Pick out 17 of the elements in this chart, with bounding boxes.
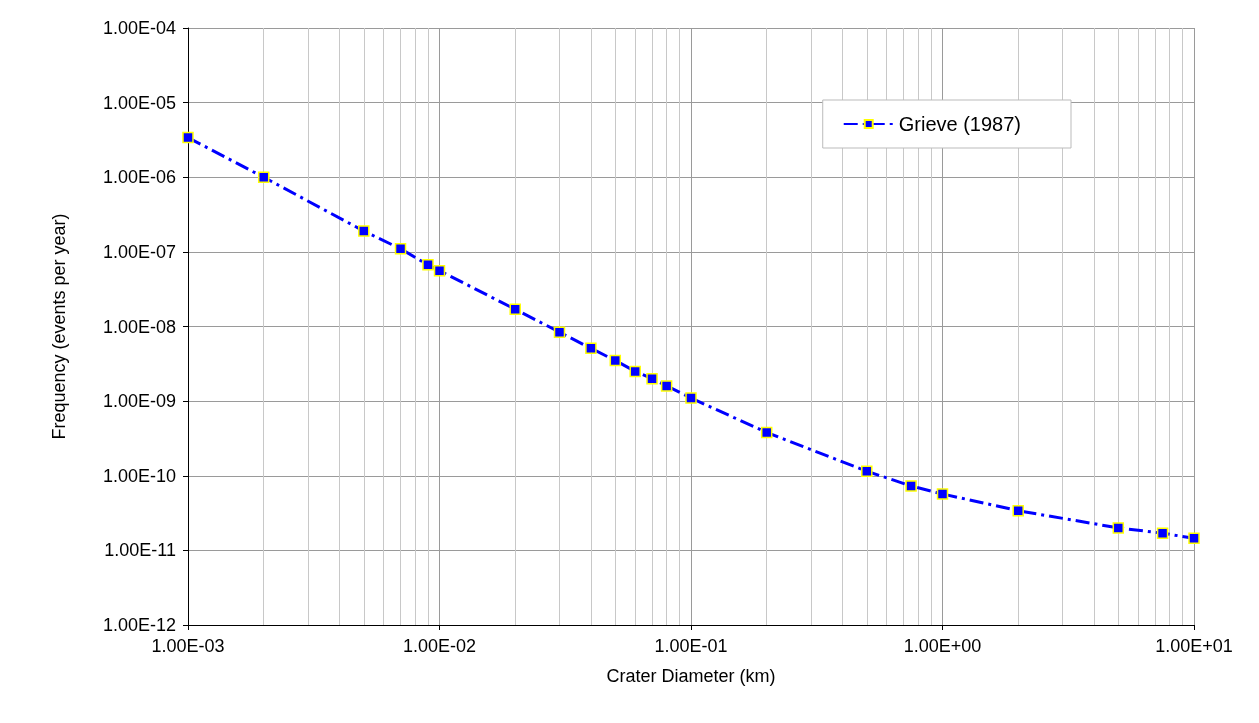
y-tick-label: 1.00E-12 (102, 615, 176, 635)
x-axis-title: Crater Diameter (km) (606, 666, 776, 686)
y-tick-label: 1.00E-10 (102, 465, 176, 486)
y-tick-label: 1.00E-09 (102, 391, 176, 412)
y-axis-title: Frequency (events per year) (49, 213, 69, 440)
x-tick-label: 1.00E+00 (903, 636, 982, 656)
y-tick-label: 1.00E-11 (104, 540, 176, 561)
y-tick-label: 1.00E-06 (102, 167, 176, 188)
y-tick-label: 1.00E-08 (102, 316, 176, 337)
x-tick-label: 1.00E+01 (1155, 636, 1233, 656)
y-tick-label: 1.00E-04 (102, 18, 176, 38)
x-tick-label: 1.00E-03 (151, 636, 225, 656)
y-tick-label: 1.00E-05 (102, 92, 176, 113)
y-tick-label: 1.00E-07 (102, 241, 176, 262)
x-tick-label: 1.00E-01 (654, 636, 728, 656)
x-tick-label: 1.00E-02 (402, 636, 477, 656)
legend-label: Grieve (1987) (898, 113, 1022, 135)
